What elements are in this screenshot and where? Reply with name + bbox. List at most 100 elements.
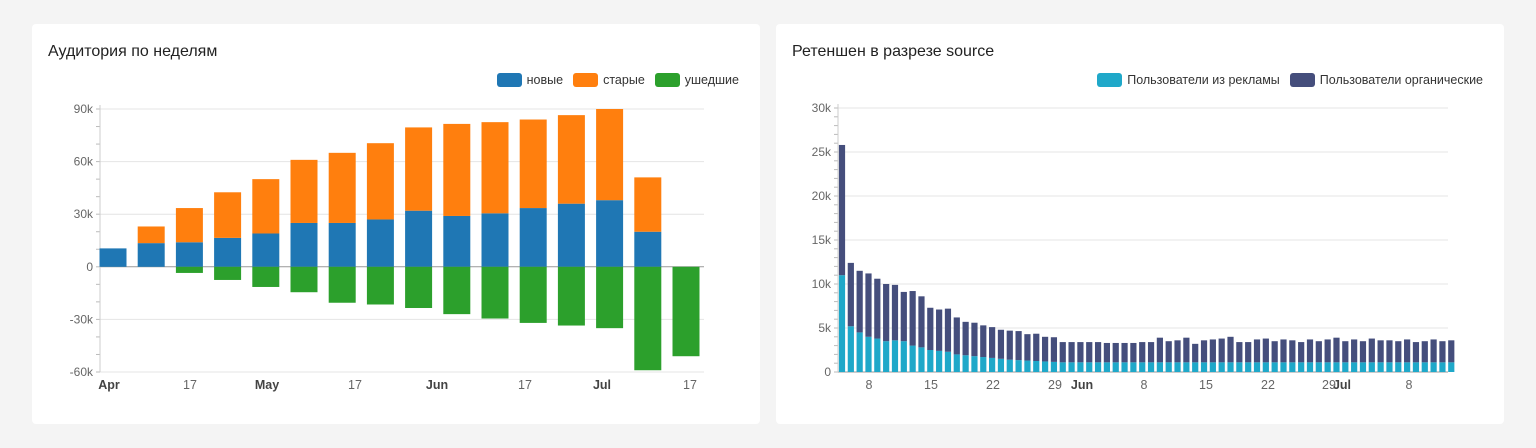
chart-bar (1236, 342, 1243, 363)
y-tick-label: 60k (74, 155, 94, 169)
y-tick-label: 90k (74, 102, 94, 116)
chart-bar (596, 109, 624, 201)
chart-bar (944, 308, 952, 352)
chart-bar (918, 347, 925, 372)
x-tick-label: May (255, 378, 279, 392)
chart-bar (936, 350, 943, 372)
legend-label: новые (526, 73, 564, 87)
chart-bar (962, 355, 969, 372)
legend-item-new[interactable]: новые (496, 73, 564, 87)
chart-bar (672, 266, 700, 357)
chart-bar (1165, 341, 1172, 363)
chart-bar (1430, 362, 1437, 372)
chart-bar (1280, 339, 1287, 363)
chart-bar (1412, 342, 1420, 363)
chart-bar (1421, 341, 1428, 363)
chart-bar (1386, 362, 1393, 372)
chart-bar (1121, 362, 1128, 372)
chart-bar (1103, 362, 1110, 372)
x-tick-label: 17 (348, 378, 362, 392)
legend-item-old[interactable]: старые (573, 73, 645, 87)
chart-bar (1253, 362, 1261, 372)
chart-bar (1015, 331, 1022, 361)
chart-bar (838, 275, 846, 372)
chart-bar (214, 192, 242, 238)
chart-bar (1121, 342, 1128, 363)
legend-label: Пользователи из рекламы (1127, 73, 1280, 87)
legend-label: Пользователи органические (1319, 73, 1483, 87)
x-tick-label: Jul (1333, 378, 1351, 392)
chart-bar (1298, 362, 1305, 372)
retention-by-source-card: Ретеншен в разрезе source Пользователи и… (776, 24, 1504, 424)
legend-swatch (654, 73, 680, 87)
chart-bar (1324, 362, 1331, 372)
chart-bar (252, 233, 280, 267)
chart-bar (1086, 362, 1093, 372)
x-tick-label: Jun (1071, 378, 1093, 392)
chart-bar (328, 222, 356, 267)
chart-bar (1342, 341, 1349, 363)
chart-bar (1094, 362, 1102, 372)
chart-bar (1359, 341, 1367, 363)
chart-bar (596, 200, 624, 267)
chart-bar (1342, 362, 1349, 372)
chart-bar (1333, 362, 1340, 372)
legend-swatch (573, 73, 599, 87)
chart-bar (1147, 342, 1155, 363)
chart-bar (557, 115, 585, 204)
chart-bar (856, 332, 863, 372)
legend-item-ads[interactable]: Пользователи из рекламы (1097, 73, 1280, 87)
x-tick-label: 29 (1048, 378, 1062, 392)
chart-bar (634, 177, 662, 232)
chart-bar (1183, 337, 1190, 363)
weekly-audience-chart: 90k 60k 30k 0 -30k -60k Apr 17 May 17 Jun 17 Jul 17 (70, 102, 704, 392)
chart-bar (290, 266, 318, 293)
chart-bar (1050, 361, 1058, 372)
x-tick-label: 17 (683, 378, 697, 392)
chart-bar (856, 270, 863, 333)
chart-bar (980, 357, 987, 372)
chart-bar (1024, 360, 1031, 372)
chart-bar (1006, 359, 1013, 372)
chart-bar (971, 356, 978, 372)
chart-bar (1227, 336, 1234, 363)
chart-bar (918, 296, 925, 348)
chart-bar (891, 340, 899, 372)
chart-bar (1351, 339, 1358, 363)
x-tick-label: 22 (986, 378, 1000, 392)
chart-bar (1174, 340, 1181, 363)
chart-bar (953, 317, 960, 355)
chart-bar (405, 127, 433, 211)
chart-bar (962, 321, 969, 356)
chart-bar (1448, 340, 1455, 363)
chart-bar (1041, 361, 1049, 372)
chart-bar (1077, 342, 1084, 363)
chart-bar (1368, 362, 1375, 372)
chart-bar (1033, 333, 1040, 361)
chart-bar (909, 345, 916, 372)
chart-bar (883, 284, 890, 342)
chart-bar (175, 208, 203, 243)
chart-bar (481, 122, 509, 214)
chart-bar (634, 266, 662, 371)
chart-bar (1112, 362, 1119, 372)
chart-bar (909, 291, 916, 346)
chart-bar (290, 159, 318, 223)
chart-bar (980, 325, 987, 358)
legend-item-churned[interactable]: ушедшие (654, 73, 739, 87)
chart-bar (1192, 343, 1199, 363)
chart-bar (1227, 362, 1234, 372)
chart-bar (519, 119, 547, 209)
chart-bar (214, 237, 242, 267)
chart-bar (1059, 362, 1066, 372)
legend-label: ушедшие (684, 73, 739, 87)
legend-item-organic[interactable]: Пользователи органические (1289, 73, 1483, 87)
x-tick-label: 15 (1199, 378, 1213, 392)
chart-bar (865, 336, 872, 372)
chart-bar (1165, 362, 1172, 372)
chart-bar (519, 208, 547, 267)
chart-bar (1139, 362, 1146, 372)
chart-bar (1192, 362, 1199, 372)
chart-bar (1430, 339, 1437, 363)
